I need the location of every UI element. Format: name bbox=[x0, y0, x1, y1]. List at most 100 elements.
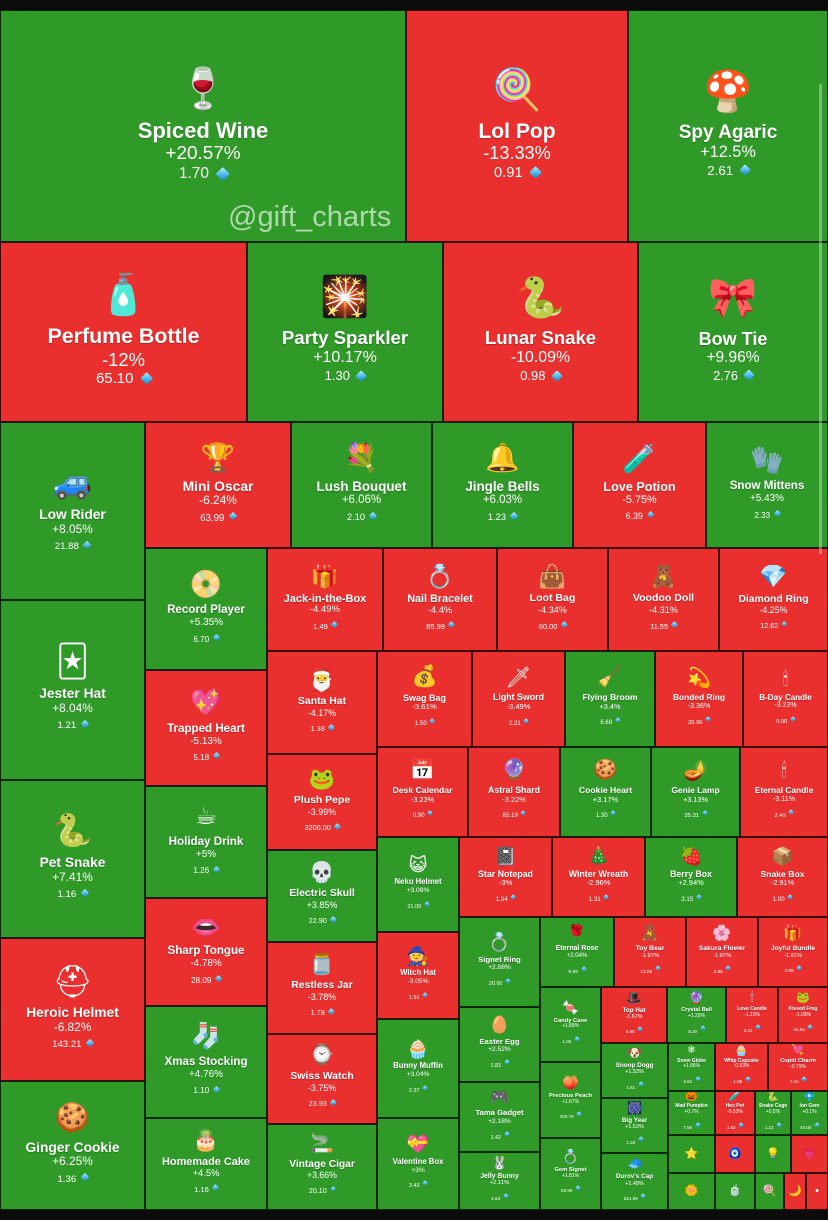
tile-crystal-ball[interactable]: 🔮 Crystal Ball +1.29% 5.30 bbox=[667, 987, 726, 1043]
tile-loot-bag[interactable]: 👜 Loot Bag -4.34% 80.00 bbox=[497, 548, 608, 651]
tile-lush-bouquet[interactable]: 💐 Lush Bouquet +6.06% 2.10 bbox=[291, 422, 432, 548]
tile-big-year[interactable]: 🎆 Big Year +1.53% 1.33 bbox=[601, 1098, 668, 1153]
tile-joyful-bundle[interactable]: 🎁 Joyful Bundle -1.91% 2.05 bbox=[758, 917, 828, 987]
tile-snake-box[interactable]: 📦 Snake Box -2.91% 1.00 bbox=[737, 837, 828, 917]
tile-love-potion[interactable]: 🧪 Love Potion -5.75% 6.39 bbox=[573, 422, 706, 548]
tile-gem-signet[interactable]: 💍 Gem Signet +1.81% 53.89 bbox=[540, 1138, 601, 1210]
tile-jack-in-the-box[interactable]: 🎁 Jack-in-the-Box -4.49% 1.49 bbox=[267, 548, 383, 651]
tile-lunar-moon[interactable]: 🌙Lunar Moon-0.2%1.20 bbox=[784, 1173, 806, 1210]
tile-neko-helmet[interactable]: 😺 Neko Helmet +3.08% 21.09 bbox=[377, 837, 459, 932]
tile-homemade-cake[interactable]: 🎂 Homemade Cake +4.5% 1.16 bbox=[145, 1118, 267, 1210]
tile-cookie-heart[interactable]: 🍪 Cookie Heart +3.17% 1.30 bbox=[560, 747, 651, 837]
tile-bow-tie[interactable]: 🎀 Bow Tie +9.96% 2.76 bbox=[638, 242, 828, 422]
tile-lunar-snake[interactable]: 🐍 Lunar Snake -10.09% 0.98 bbox=[443, 242, 638, 422]
tile-hanging-star[interactable]: ⭐Hanging Star+0.5%2.88 bbox=[668, 1135, 715, 1173]
tile-snake-cage[interactable]: 🐍 Snake Cage +0.5% 1.21 bbox=[755, 1091, 791, 1135]
tile-party-sparkler[interactable]: 🎇 Party Sparkler +10.17% 1.30 bbox=[247, 242, 443, 422]
tile-low-rider[interactable]: 🚙 Low Rider +8.05% 21.88 bbox=[0, 422, 145, 600]
tile-b-day-candle[interactable]: 🕯 B-Day Candle -3.23% 0.90 bbox=[743, 651, 828, 747]
tile-price: 0.90 bbox=[776, 719, 788, 725]
tile-mad-pumpkin[interactable]: 🎃 Mad Pumpkin +0.7% 7.56 bbox=[668, 1091, 715, 1135]
tile-hypno-lollipop[interactable]: 🍭Hypno Lollipop+0.2%1.60 bbox=[755, 1173, 784, 1210]
tile-swag-bag[interactable]: 💰 Swag Bag -3.61% 1.50 bbox=[377, 651, 472, 747]
tile-jelly-bunny[interactable]: 🐰 Jelly Bunny +2.11% 2.62 bbox=[459, 1152, 540, 1210]
tile-light-sword[interactable]: 🗡 Light Sword -3.49% 2.21 bbox=[472, 651, 565, 747]
tile-snow-mittens[interactable]: 🧤 Snow Mittens +5.43% 2.33 bbox=[706, 422, 828, 548]
tile-winter-wreath[interactable]: 🎄 Winter Wreath -2.96% 1.31 bbox=[552, 837, 645, 917]
tile-snoop-dogg[interactable]: 🐶 Snoop Dogg +1.53% 1.61 bbox=[601, 1043, 668, 1098]
tile-trapped-heart[interactable]: 💖 Trapped Heart -5.13% 5.18 bbox=[145, 670, 267, 786]
tile-astral-shard[interactable]: 🔮 Astral Shard -3.22% 65.19 bbox=[468, 747, 560, 837]
tile-lol-pop[interactable]: 🍭 Lol Pop -13.33% 0.91 bbox=[406, 10, 628, 242]
tile-genie-lamp[interactable]: 🪔 Genie Lamp +3.13% 35.31 bbox=[651, 747, 740, 837]
tile-eternal-rose[interactable]: 🌹 Eternal Rose +2.04% 9.69 bbox=[540, 917, 614, 987]
tile-desk-calendar[interactable]: 📅 Desk Calendar -3.23% 0.90 bbox=[377, 747, 468, 837]
tile-spiced-wine[interactable]: 🍷 Spiced Wine +20.57% 1.70 bbox=[0, 10, 406, 242]
tile-swiss-watch[interactable]: ⌚ Swiss Watch -3.75% 23.93 bbox=[267, 1034, 377, 1124]
tile-change: +20.57% bbox=[165, 143, 241, 165]
tile-love-candle[interactable]: 🕯 Love Candle -1.15% 5.11 bbox=[726, 987, 778, 1043]
diamond-icon bbox=[423, 900, 430, 907]
tile-plush-pepe[interactable]: 🐸 Plush Pepe -3.99% 3200.00 bbox=[267, 754, 377, 850]
tile-nail-bracelet[interactable]: 💍 Nail Bracelet -4.4% 85.99 bbox=[383, 548, 497, 651]
tile-electric-skull[interactable]: 💀 Electric Skull +3.85% 22.90 bbox=[267, 850, 377, 942]
tile-diamond-ring[interactable]: 💎 Diamond Ring -4.25% 12.62 bbox=[719, 548, 828, 651]
tile-whip-cupcake[interactable]: 🧁 Whip Cupcake -0.93% 1.55 bbox=[715, 1043, 768, 1091]
tile-berry-box[interactable]: 🍓 Berry Box +2.94% 3.15 bbox=[645, 837, 737, 917]
tile-name: B-Day Candle bbox=[759, 692, 812, 702]
tile-record-player[interactable]: 📀 Record Player +5.35% 6.70 bbox=[145, 548, 267, 670]
tile-flying-broom[interactable]: 🧹 Flying Broom +3.4% 6.69 bbox=[565, 651, 655, 747]
tile-cupid-charm[interactable]: 💘 Cupid Charm -0.79% 7.34 bbox=[768, 1043, 828, 1091]
tile-tiny-item[interactable]: •Tiny Item-0.1%1.00 bbox=[806, 1173, 828, 1210]
tile-mini-oscar[interactable]: 🏆 Mini Oscar -6.24% 63.99 bbox=[145, 422, 291, 548]
tile-santa-hat[interactable]: 🎅 Santa Hat -4.17% 1.38 bbox=[267, 651, 377, 754]
tile-restless-jar[interactable]: 🫙 Restless Jar -3.78% 1.78 bbox=[267, 942, 377, 1034]
tile-price-row: 1.78 bbox=[311, 1002, 335, 1020]
tile-pet-snake[interactable]: 🐍 Pet Snake +7.41% 1.16 bbox=[0, 780, 145, 938]
tile-candy-cane[interactable]: 🍬 Candy Cane +1.89% 1.05 bbox=[540, 987, 601, 1062]
tile-tama-gadget[interactable]: 🎮 Tama Gadget +2.18% 1.42 bbox=[459, 1082, 540, 1152]
tile-hex-pot[interactable]: 🧪 Hex Pot -0.53% 1.92 bbox=[715, 1091, 755, 1135]
tile-jester-hat[interactable]: 🃏 Jester Hat +8.04% 1.21 bbox=[0, 600, 145, 780]
tile-eternal-candle[interactable]: 🕯 Eternal Candle -3.11% 2.49 bbox=[740, 747, 828, 837]
tile-price-row: 6.69 bbox=[600, 711, 621, 729]
scrollbar[interactable] bbox=[819, 84, 822, 554]
tile-top-hat[interactable]: 🎩 Top Hat -1.67% 4.90 bbox=[601, 987, 667, 1043]
tile-bonded-ring[interactable]: 💫 Bonded Ring -3.36% 39.96 bbox=[655, 651, 743, 747]
tile-sakura-flower[interactable]: 🌸 Sakura Flower -1.97% 2.85 bbox=[686, 917, 758, 987]
tile-ion-gem[interactable]: 💠 Ion Gem +0.1% 40.00 bbox=[791, 1091, 828, 1135]
tile-holiday-drink[interactable]: ☕ Holiday Drink +5% 1.26 bbox=[145, 786, 267, 898]
tile-toy-bear[interactable]: 🧸 Toy Bear -1.97% 13.06 bbox=[614, 917, 686, 987]
tile-ginger-cookie[interactable]: 🍪 Ginger Cookie +6.25% 1.36 bbox=[0, 1081, 145, 1210]
tile-valentine-box[interactable]: 💝 Valentine Box +3% 3.43 bbox=[377, 1118, 459, 1210]
tile-heroic-helmet[interactable]: ⛑ Heroic Helmet -6.82% 143.21 bbox=[0, 938, 145, 1081]
tile-change: +5% bbox=[195, 848, 217, 860]
tile-kissed-frog[interactable]: 🐸 Kissed Frog -1.09% 24.64 bbox=[778, 987, 828, 1043]
tile-jingle-bells[interactable]: 🔔 Jingle Bells +6.03% 1.23 bbox=[432, 422, 573, 548]
diamond-icon bbox=[725, 965, 732, 972]
tile-durov-s-cap[interactable]: 🧢 Durov's Cap +1.48% 521.99 bbox=[601, 1153, 668, 1210]
tile-easter-egg[interactable]: 🥚 Easter Egg +2.52% 1.83 bbox=[459, 1007, 540, 1082]
diamond-icon bbox=[510, 894, 517, 900]
tile-heart-locket[interactable]: 💗Heart Locket-0.3%1.70 bbox=[791, 1135, 828, 1173]
tile-sharp-tongue[interactable]: 👄 Sharp Tongue -4.78% 28.09 bbox=[145, 898, 267, 1006]
tile-price-row: 85.99 bbox=[426, 616, 455, 634]
tile-evil-eye[interactable]: 🧿Evil Eye-0.42%2.00 bbox=[715, 1135, 755, 1173]
tile-snow-globe[interactable]: ❄ Snow Globe +1.06% 3.61 bbox=[668, 1043, 715, 1091]
tile-price-row: 12.62 bbox=[760, 615, 788, 633]
tile-spy-agaric[interactable]: 🍄 Spy Agaric +12.5% 2.61 bbox=[628, 10, 828, 242]
tile-perfume-bottle[interactable]: 🧴 Perfume Bottle -12% 65.10 bbox=[0, 242, 247, 422]
tile-voodoo-doll[interactable]: 🧸 Voodoo Doll -4.31% 11.55 bbox=[608, 548, 719, 651]
tile-skull-flower[interactable]: 🌼Skull Flower+0.3%3.25 bbox=[668, 1173, 715, 1210]
tile-precious-peach[interactable]: 🍑 Precious Peach +1.67% 200.78 bbox=[540, 1062, 601, 1138]
tile-star-notepad[interactable]: 📓 Star Notepad -3% 1.94 bbox=[459, 837, 552, 917]
tile-signet-ring[interactable]: 💍 Signet Ring +2.88% 20.00 bbox=[459, 917, 540, 1007]
tile-desk-lamp[interactable]: 💡Desk Lamp+0.34%1.58 bbox=[755, 1135, 791, 1173]
snoop-dogg-icon: 🐶 bbox=[626, 1046, 643, 1061]
tile-bunny-muffin[interactable]: 🧁 Bunny Muffin +3.04% 2.37 bbox=[377, 1019, 459, 1118]
tile-change: +6.06% bbox=[341, 494, 382, 506]
tile-witch-hat[interactable]: 🧙 Witch Hat -3.05% 1.91 bbox=[377, 932, 459, 1019]
tile-xmas-stocking[interactable]: 🧦 Xmas Stocking +4.76% 1.10 bbox=[145, 1006, 267, 1118]
tile-vintage-cigar[interactable]: 🚬 Vintage Cigar +3.66% 20.10 bbox=[267, 1124, 377, 1210]
tile-sweet-cup[interactable]: 🍵Sweet Cup+0.24%2.89 bbox=[715, 1173, 755, 1210]
